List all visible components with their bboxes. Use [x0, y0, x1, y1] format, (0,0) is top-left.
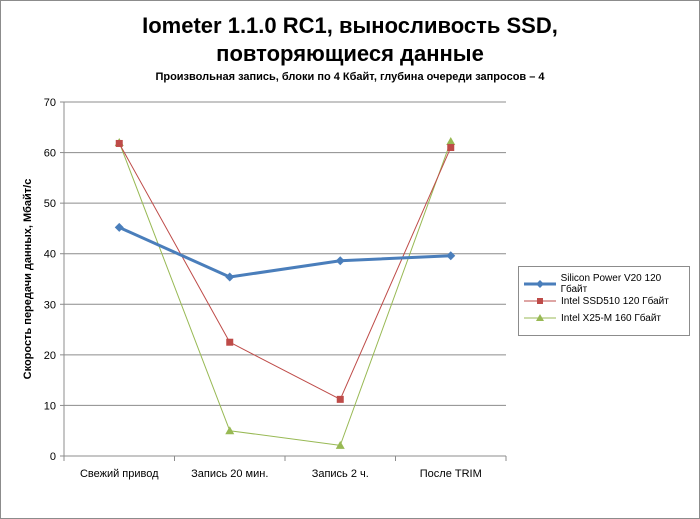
data-point	[114, 222, 124, 232]
y-tick-label: 10	[44, 400, 56, 412]
y-tick-label: 70	[44, 97, 56, 109]
data-point	[115, 139, 123, 147]
chart-title-line-1: Iometer 1.1.0 RC1, выносливость SSD,	[142, 13, 558, 38]
legend-item-intel-ssd510: Intel SSD510 120 Гбайт	[523, 293, 669, 309]
data-point	[225, 272, 235, 282]
y-tick-label: 50	[44, 198, 56, 210]
y-tick-label: 20	[44, 350, 56, 362]
data-point	[446, 251, 456, 261]
chart-title: Iometer 1.1.0 RC1, выносливость SSD, пов…	[0, 12, 700, 68]
series-line	[118, 226, 451, 279]
x-tick-label: Свежий привод	[80, 468, 159, 480]
legend-item-silicon-power: Silicon Power V20 120 Гбайт	[523, 273, 689, 295]
data-point	[225, 426, 235, 435]
data-point	[446, 136, 456, 145]
series-line	[118, 143, 452, 400]
y-tick-label: 0	[50, 451, 56, 463]
chart-title-line-2: повторяющиеся данные	[216, 41, 484, 66]
data-point	[335, 256, 345, 266]
legend-label: Intel X25-M 160 Гбайт	[561, 312, 662, 324]
legend: Silicon Power V20 120 Гбайт Intel SSD510…	[518, 266, 690, 336]
x-tick-label: Запись 2 ч.	[312, 468, 369, 480]
legend-label: Intel SSD510 120 Гбайт	[561, 295, 669, 307]
legend-marker-diamond	[524, 280, 556, 288]
y-tick-label: 60	[44, 148, 56, 160]
legend-marker-triangle	[524, 314, 556, 321]
chart-subtitle: Произвольная запись, блоки по 4 Кбайт, г…	[155, 71, 545, 83]
data-point	[226, 338, 234, 346]
legend-marker-square	[524, 298, 556, 304]
x-tick-label: После TRIM	[420, 468, 482, 480]
data-point	[335, 440, 345, 449]
y-tick-label: 30	[44, 299, 56, 311]
y-tick-label: 40	[44, 249, 56, 261]
x-tick-label: Запись 20 мин.	[191, 468, 268, 480]
legend-item-intel-x25m: Intel X25-M 160 Гбайт	[523, 310, 661, 326]
data-point	[336, 395, 344, 403]
series-line	[118, 141, 452, 446]
legend-label: Silicon Power V20 120 Гбайт	[560, 273, 662, 295]
data-point	[447, 144, 455, 152]
